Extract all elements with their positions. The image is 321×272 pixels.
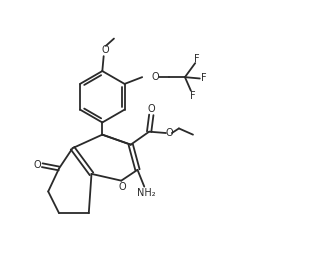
Text: F: F [190, 91, 195, 101]
Text: O: O [165, 128, 173, 138]
Text: F: F [194, 54, 200, 64]
Text: F: F [201, 73, 207, 84]
Text: O: O [119, 182, 126, 191]
Text: O: O [147, 104, 155, 114]
Text: O: O [151, 72, 159, 82]
Text: O: O [34, 160, 41, 170]
Text: O: O [101, 45, 109, 55]
Text: NH₂: NH₂ [137, 188, 156, 197]
